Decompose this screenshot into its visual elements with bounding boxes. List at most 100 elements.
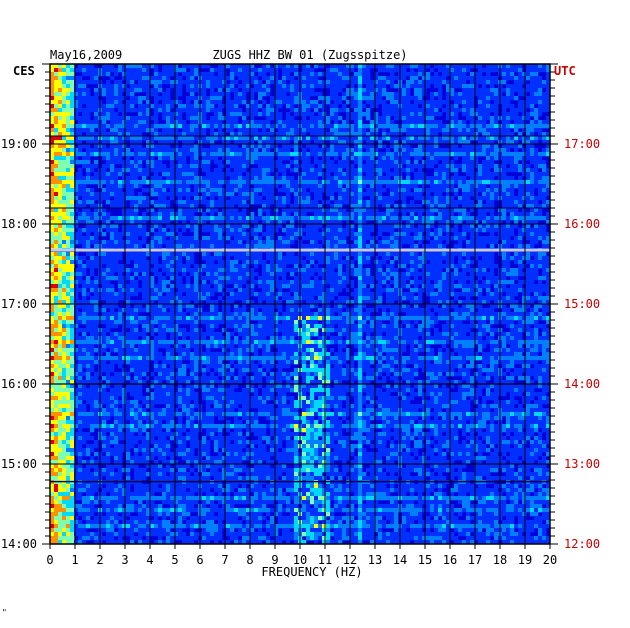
spectrogram-cell	[402, 124, 407, 129]
spectrogram-cell	[146, 72, 151, 77]
spectrogram-cell	[234, 228, 239, 233]
spectrogram-cell	[506, 244, 511, 249]
spectrogram-cell	[414, 220, 419, 225]
spectrogram-cell	[446, 208, 451, 213]
spectrogram-cell	[294, 136, 299, 141]
spectrogram-cell	[238, 148, 243, 153]
spectrogram-cell	[150, 160, 155, 165]
spectrogram-cell	[490, 136, 495, 141]
spectrogram-cell	[270, 116, 275, 121]
spectrogram-cell	[466, 96, 471, 101]
spectrogram-cell	[290, 120, 295, 125]
spectrogram-cell	[202, 120, 207, 125]
spectrogram-cell	[414, 104, 419, 109]
spectrogram-cell	[130, 116, 135, 121]
spectrogram-cell	[438, 200, 443, 205]
spectrogram-cell	[234, 224, 239, 229]
spectrogram-cell	[362, 76, 367, 81]
spectrogram-cell	[126, 116, 131, 121]
spectrogram-cell	[410, 76, 415, 81]
spectrogram-cell	[502, 164, 507, 169]
spectrogram-cell	[382, 84, 387, 89]
spectrogram-cell	[194, 124, 199, 129]
spectrogram-cell	[370, 208, 375, 213]
spectrogram-cell	[86, 80, 91, 85]
spectrogram-cell	[146, 252, 151, 257]
spectrogram-cell	[474, 240, 479, 245]
spectrogram-cell	[282, 204, 287, 209]
spectrogram-cell	[410, 72, 415, 77]
spectrogram-cell	[358, 84, 363, 89]
spectrogram-cell	[426, 204, 431, 209]
spectrogram-cell	[434, 132, 439, 137]
spectrogram-cell	[378, 196, 383, 201]
spectrogram-cell	[330, 244, 335, 249]
spectrogram-cell	[434, 200, 439, 205]
spectrogram-cell	[286, 76, 291, 81]
spectrogram-cell	[242, 148, 247, 153]
spectrogram-cell	[394, 232, 399, 237]
spectrogram-cell	[530, 212, 535, 217]
spectrogram-cell	[82, 100, 87, 105]
spectrogram-cell	[262, 240, 267, 245]
spectrogram-cell	[454, 124, 459, 129]
spectrogram-cell	[538, 160, 543, 165]
spectrogram-cell	[354, 80, 359, 85]
spectrogram-cell	[66, 92, 71, 97]
spectrogram-cell	[446, 136, 451, 141]
spectrogram-cell	[334, 64, 339, 69]
spectrogram-cell	[334, 84, 339, 89]
spectrogram-cell	[330, 192, 335, 197]
spectrogram-cell	[294, 236, 299, 241]
spectrogram-cell	[270, 252, 275, 257]
spectrogram-cell	[194, 220, 199, 225]
spectrogram-cell	[86, 180, 91, 185]
spectrogram-cell	[370, 196, 375, 201]
spectrogram-cell	[350, 244, 355, 249]
spectrogram-cell	[410, 216, 415, 221]
spectrogram-cell	[382, 124, 387, 129]
spectrogram-cell	[134, 196, 139, 201]
spectrogram-cell	[286, 208, 291, 213]
spectrogram-cell	[174, 172, 179, 177]
spectrogram-cell	[394, 140, 399, 145]
spectrogram-cell	[90, 128, 95, 133]
spectrogram-cell	[274, 80, 279, 85]
spectrogram-cell	[514, 164, 519, 169]
spectrogram-cell	[58, 176, 63, 181]
spectrogram-cell	[366, 188, 371, 193]
spectrogram-cell	[138, 96, 143, 101]
spectrogram-cell	[194, 196, 199, 201]
spectrogram-cell	[530, 68, 535, 73]
spectrogram-cell	[326, 84, 331, 89]
spectrogram-cell	[238, 76, 243, 81]
spectrogram-cell	[530, 216, 535, 221]
spectrogram-cell	[346, 160, 351, 165]
spectrogram-cell	[538, 64, 543, 69]
spectrogram-cell	[106, 96, 111, 101]
spectrogram-cell	[430, 104, 435, 109]
spectrogram-cell	[226, 236, 231, 241]
spectrogram-cell	[534, 96, 539, 101]
spectrogram-cell	[542, 228, 547, 233]
spectrogram-cell	[518, 136, 523, 141]
spectrogram-cell	[410, 224, 415, 229]
spectrogram-cell	[134, 164, 139, 169]
spectrogram-cell	[466, 84, 471, 89]
spectrogram-cell	[494, 216, 499, 221]
spectrogram-cell	[174, 236, 179, 241]
spectrogram-cell	[402, 208, 407, 213]
spectrogram-cell	[442, 244, 447, 249]
spectrogram-cell	[54, 96, 59, 101]
spectrogram-cell	[278, 160, 283, 165]
spectrogram-cell	[90, 176, 95, 181]
spectrogram-cell	[170, 252, 175, 257]
spectrogram-cell	[86, 108, 91, 113]
spectrogram-cell	[322, 128, 327, 133]
spectrogram-cell	[142, 196, 147, 201]
spectrogram-cell	[542, 216, 547, 221]
spectrogram-cell	[266, 144, 271, 149]
spectrogram-cell	[286, 176, 291, 181]
spectrogram-cell	[170, 168, 175, 173]
spectrogram-cell	[546, 120, 551, 125]
